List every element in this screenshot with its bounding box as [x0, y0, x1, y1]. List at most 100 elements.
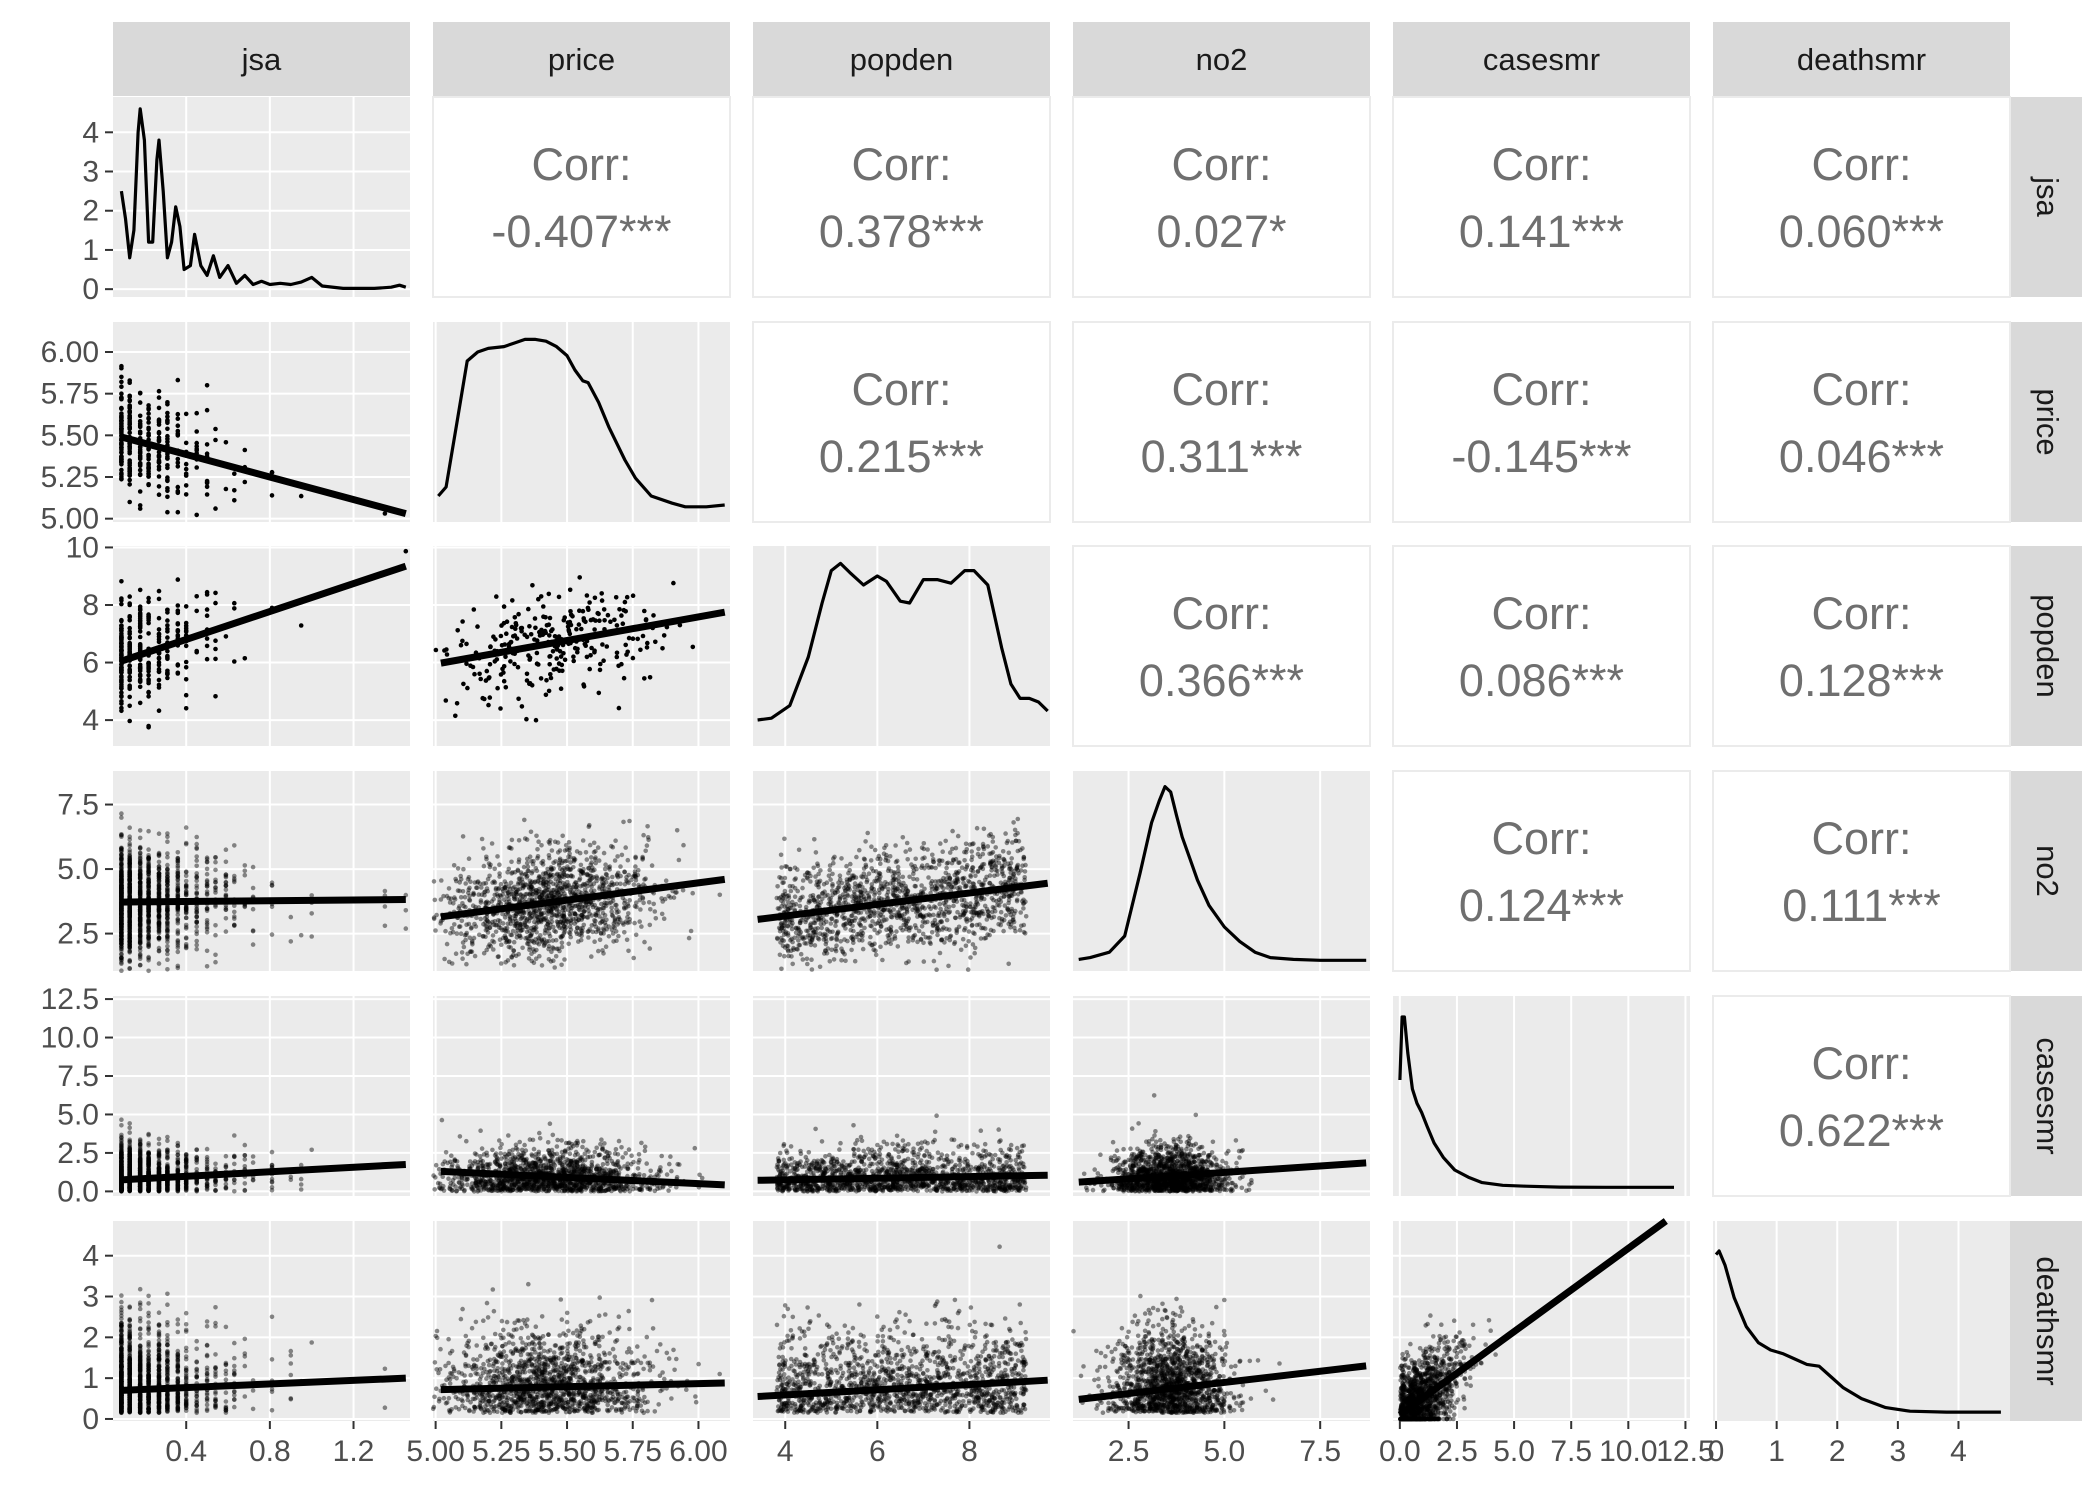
- point: [926, 904, 932, 909]
- point: [528, 632, 534, 637]
- corr-panel-bg: [1712, 321, 2011, 523]
- point: [165, 402, 170, 407]
- point: [223, 880, 229, 885]
- point: [969, 854, 975, 859]
- point: [382, 923, 388, 929]
- point: [183, 677, 189, 682]
- point: [165, 654, 170, 660]
- point: [862, 918, 868, 923]
- corr-value: 0.215***: [819, 431, 984, 482]
- point: [460, 638, 465, 644]
- point: [119, 405, 124, 411]
- point: [165, 839, 170, 844]
- point: [493, 929, 499, 935]
- point: [505, 929, 511, 934]
- point: [146, 936, 151, 941]
- point: [537, 953, 542, 959]
- corr-panel-bg: [1712, 96, 2011, 298]
- point: [175, 894, 181, 899]
- point: [457, 924, 463, 929]
- point: [1021, 929, 1027, 935]
- point: [528, 882, 533, 888]
- point: [545, 921, 550, 927]
- point: [512, 661, 517, 667]
- point: [601, 607, 607, 612]
- point: [127, 949, 132, 954]
- point: [156, 685, 162, 690]
- point: [137, 893, 143, 899]
- point: [627, 818, 632, 824]
- point: [137, 954, 143, 959]
- point: [582, 887, 588, 893]
- point: [593, 924, 599, 930]
- point: [819, 925, 824, 931]
- strip-top-casesmr: [1393, 22, 1690, 96]
- point: [232, 659, 237, 664]
- point: [194, 429, 199, 434]
- point: [522, 632, 527, 638]
- point: [137, 400, 143, 405]
- point: [926, 865, 932, 871]
- point: [204, 878, 210, 883]
- point: [787, 883, 793, 889]
- point: [242, 447, 248, 453]
- point: [474, 915, 479, 921]
- point: [548, 865, 554, 870]
- point: [567, 924, 573, 929]
- point: [146, 723, 151, 729]
- point: [175, 965, 181, 971]
- point: [137, 889, 143, 895]
- point: [597, 667, 603, 673]
- point: [156, 662, 162, 668]
- point: [156, 460, 162, 465]
- panel-price-jsa: [113, 322, 410, 522]
- point: [593, 855, 598, 860]
- point: [842, 937, 847, 942]
- point: [156, 596, 162, 602]
- point: [119, 931, 124, 936]
- point: [616, 909, 621, 914]
- point: [533, 717, 539, 723]
- point: [119, 425, 124, 431]
- point: [165, 967, 170, 972]
- point: [127, 430, 132, 436]
- point: [918, 936, 924, 942]
- point: [933, 905, 938, 910]
- strip-top-deathsmr: [1713, 22, 2010, 96]
- point: [717, 892, 723, 898]
- point: [580, 869, 585, 875]
- point: [213, 656, 218, 662]
- point: [962, 849, 967, 855]
- point: [183, 825, 189, 830]
- point: [527, 655, 533, 661]
- panel-popden-popden: [753, 546, 1050, 746]
- point: [977, 922, 982, 927]
- point: [484, 854, 489, 860]
- panels-layer: jsa price popden no2 casesmr deathsmrjsaprice…: [41, 22, 2082, 1468]
- point: [165, 834, 170, 840]
- point: [588, 855, 594, 860]
- point: [620, 621, 626, 626]
- point: [951, 903, 956, 909]
- point: [250, 906, 256, 912]
- point: [774, 895, 780, 901]
- point: [156, 831, 162, 836]
- point: [560, 858, 566, 864]
- point: [633, 932, 639, 938]
- point: [183, 411, 189, 417]
- point: [204, 906, 210, 911]
- point: [690, 644, 696, 650]
- point: [481, 863, 487, 869]
- point: [646, 900, 652, 905]
- point: [498, 881, 504, 887]
- point: [453, 951, 459, 956]
- point: [183, 885, 189, 891]
- point: [1006, 850, 1012, 856]
- point: [878, 924, 884, 930]
- point: [119, 690, 124, 695]
- point: [519, 915, 525, 921]
- point: [837, 873, 843, 878]
- point: [589, 954, 594, 959]
- point: [970, 942, 976, 947]
- point: [524, 924, 529, 930]
